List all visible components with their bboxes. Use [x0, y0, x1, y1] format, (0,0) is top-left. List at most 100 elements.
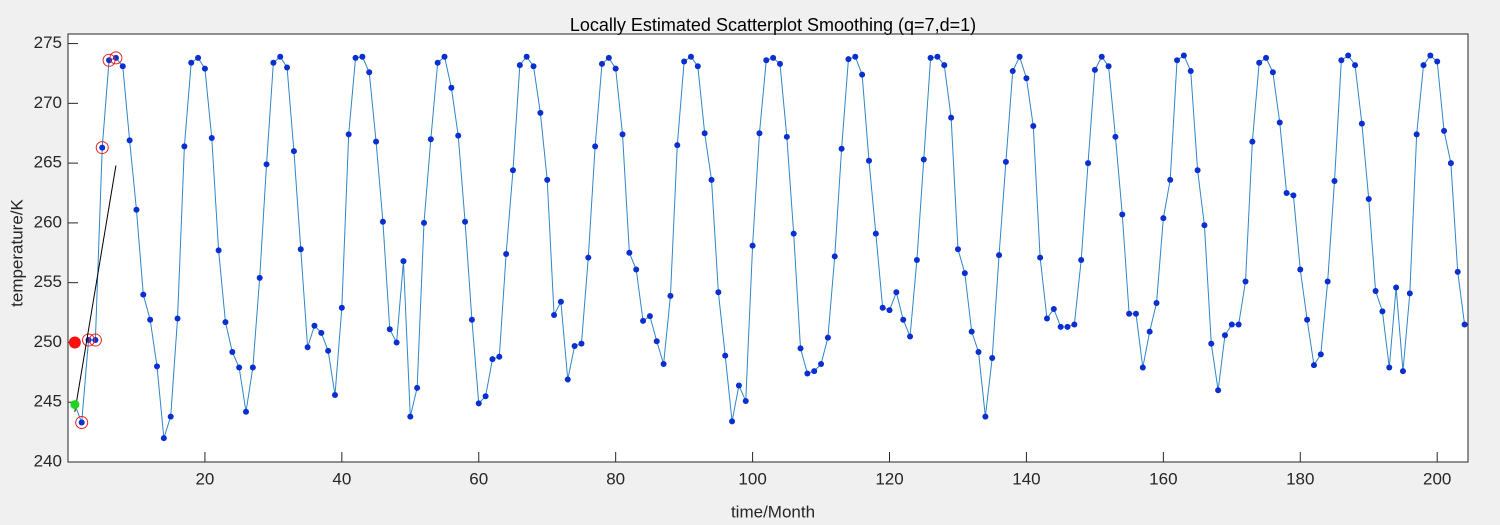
data-point [749, 242, 756, 249]
data-point [1009, 68, 1016, 75]
data-point [592, 143, 599, 150]
data-point [694, 63, 701, 70]
data-point [1345, 52, 1352, 59]
data-point [153, 363, 160, 370]
data-point [1064, 323, 1071, 330]
data-point [1037, 254, 1044, 261]
data-point [1441, 127, 1448, 134]
data-point [982, 413, 989, 420]
x-tick-label: 140 [1012, 469, 1040, 488]
data-point [160, 435, 167, 442]
data-point [1016, 53, 1023, 60]
data-point [907, 333, 914, 340]
data-point [564, 376, 571, 383]
data-point [838, 145, 845, 152]
fit-line [74, 165, 117, 412]
data-point [640, 317, 647, 324]
window-circle [75, 416, 89, 430]
x-tick-label: 40 [332, 469, 351, 488]
data-point [174, 315, 181, 322]
data-point [701, 130, 708, 137]
data-point [1002, 158, 1009, 165]
data-point [359, 53, 366, 60]
data-point [92, 337, 99, 344]
data-point [770, 54, 777, 61]
data-point [366, 69, 373, 76]
data-point [140, 291, 147, 298]
axes-box [67, 33, 1469, 463]
data-point [1187, 68, 1194, 75]
data-point [1352, 62, 1359, 69]
y-tick-label: 250 [34, 332, 62, 351]
data-point [859, 71, 866, 78]
data-point [941, 62, 948, 69]
x-tick-label: 120 [875, 469, 903, 488]
data-point [1399, 368, 1406, 375]
data-point [886, 307, 893, 314]
data-point [496, 353, 503, 360]
data-point [277, 53, 284, 60]
data-point [674, 142, 681, 149]
data-point [1242, 278, 1249, 285]
data-point [1180, 52, 1187, 59]
data-point [195, 54, 202, 61]
data-point [147, 316, 154, 323]
data-point [188, 59, 195, 66]
data-point [331, 392, 338, 399]
data-point [256, 274, 263, 281]
data-point [715, 289, 722, 296]
data-point [1393, 284, 1400, 291]
data-point [1413, 131, 1420, 138]
data-point [811, 368, 818, 375]
data-point [948, 114, 955, 121]
data-point [1201, 222, 1208, 229]
data-point [482, 393, 489, 400]
data-point [414, 384, 421, 391]
y-tick-label: 270 [34, 93, 62, 112]
x-tick-label: 100 [738, 469, 766, 488]
data-point [1126, 310, 1133, 317]
chart-title: Locally Estimated Scatterplot Smoothing … [570, 15, 976, 35]
data-point [571, 343, 578, 350]
x-tick-label: 200 [1423, 469, 1451, 488]
data-point [1297, 266, 1304, 273]
data-point [407, 413, 414, 420]
data-point [441, 53, 448, 60]
data-point [509, 167, 516, 174]
data-point [208, 135, 215, 142]
data-point [1153, 299, 1160, 306]
data-point [619, 131, 626, 138]
data-point [530, 63, 537, 70]
data-point [681, 58, 688, 65]
data-point [1434, 58, 1441, 65]
data-point [270, 59, 277, 66]
data-point [1098, 53, 1105, 60]
window-circle [102, 53, 116, 67]
data-point [1071, 321, 1078, 328]
data-point [1078, 256, 1085, 263]
data-point [605, 54, 612, 61]
y-tick-label: 275 [34, 33, 62, 52]
data-point [934, 53, 941, 60]
x-tick-label: 60 [469, 469, 488, 488]
plot-area [68, 34, 1468, 462]
data-point [201, 65, 208, 72]
data-point [872, 230, 879, 237]
data-point [468, 316, 475, 323]
data-point [503, 250, 510, 257]
data-point [1263, 54, 1270, 61]
y-tick-label: 245 [34, 392, 62, 411]
data-point [325, 347, 332, 354]
data-point [742, 398, 749, 405]
data-point [989, 354, 996, 361]
data-point [954, 246, 961, 253]
data-point [229, 349, 236, 356]
data-point [790, 230, 797, 237]
data-point [1221, 332, 1228, 339]
data-point [1406, 290, 1413, 297]
data-point [1249, 138, 1256, 145]
data-point [249, 364, 256, 371]
data-point [1447, 160, 1454, 167]
